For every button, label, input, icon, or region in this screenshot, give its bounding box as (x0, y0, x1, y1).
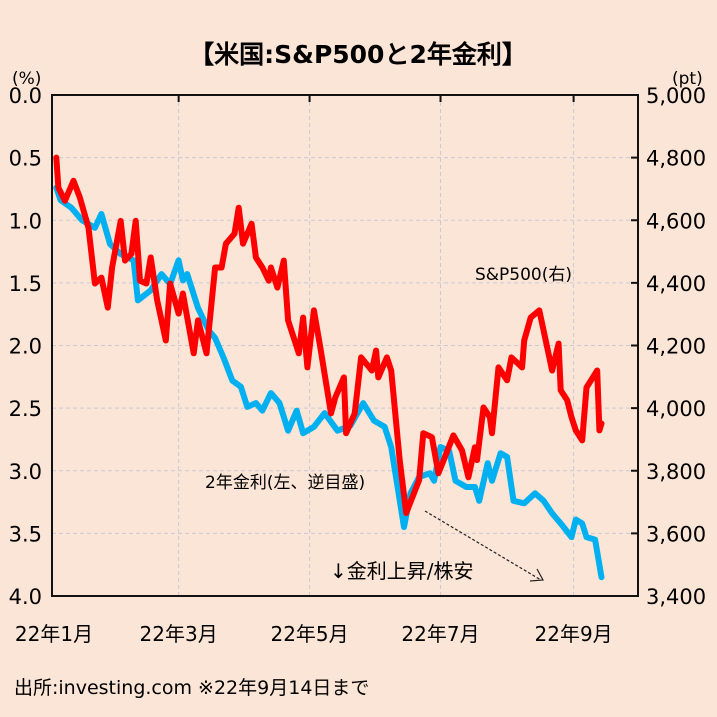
sp500-series-label: S&P500(右) (475, 265, 572, 285)
right-tick-label: 4,800 (646, 147, 706, 171)
trend-arrow-line (424, 510, 542, 581)
trend-arrow-head (529, 568, 544, 582)
left-tick-label: 1.5 (9, 272, 42, 296)
x-axis: 22年1月 22年3月 22年5月 22年7月 22年9月 (15, 622, 613, 646)
x-tick-label: 22年7月 (401, 622, 479, 646)
left-tick-label: 2.0 (9, 335, 42, 359)
x-tick-label: 22年9月 (535, 622, 613, 646)
sp500-line (53, 154, 605, 516)
right-tick-label: 4,200 (646, 335, 706, 359)
left-tick-label: 1.0 (9, 209, 42, 233)
right-tick-label: 3,600 (646, 522, 706, 546)
left-tick-label: 2.5 (9, 397, 42, 421)
left-tick-label: 4.0 (9, 585, 42, 609)
right-tick-label: 4,600 (646, 209, 706, 233)
trend-annotation: ↓金利上昇/株安 (330, 559, 474, 583)
right-tick-label: 5,000 (646, 84, 706, 108)
right-tick-label: 3,400 (646, 585, 706, 609)
x-tick-label: 22年5月 (270, 622, 348, 646)
yield-series-label: 2年金利(左、逆目盛) (205, 473, 365, 493)
right-axis-unit: (pt) (672, 69, 703, 89)
x-tick-label: 22年3月 (140, 622, 218, 646)
gridlines (52, 95, 638, 596)
chart-title: 【米国:S&P500と2年金利】 (189, 40, 527, 69)
left-tick-label: 3.0 (9, 460, 42, 484)
source-note: 出所:investing.com ※22年9月14日まで (14, 677, 369, 699)
series-lines (53, 154, 605, 581)
right-tick-label: 4,400 (646, 272, 706, 296)
right-tick-label: 3,800 (646, 460, 706, 484)
left-axis-unit: (%) (12, 69, 41, 89)
left-axis: 0.0 0.5 1.0 1.5 2.0 2.5 3.0 3.5 4.0 (9, 84, 42, 609)
right-axis: 3,400 3,600 3,800 4,000 4,200 4,400 4,600 4,800… (631, 84, 706, 609)
x-tick-label: 22年1月 (15, 622, 93, 646)
left-tick-label: 3.5 (9, 522, 42, 546)
left-tick-label: 0.5 (9, 147, 42, 171)
left-tick-label: 0.0 (9, 84, 42, 108)
right-tick-label: 4,000 (646, 397, 706, 421)
